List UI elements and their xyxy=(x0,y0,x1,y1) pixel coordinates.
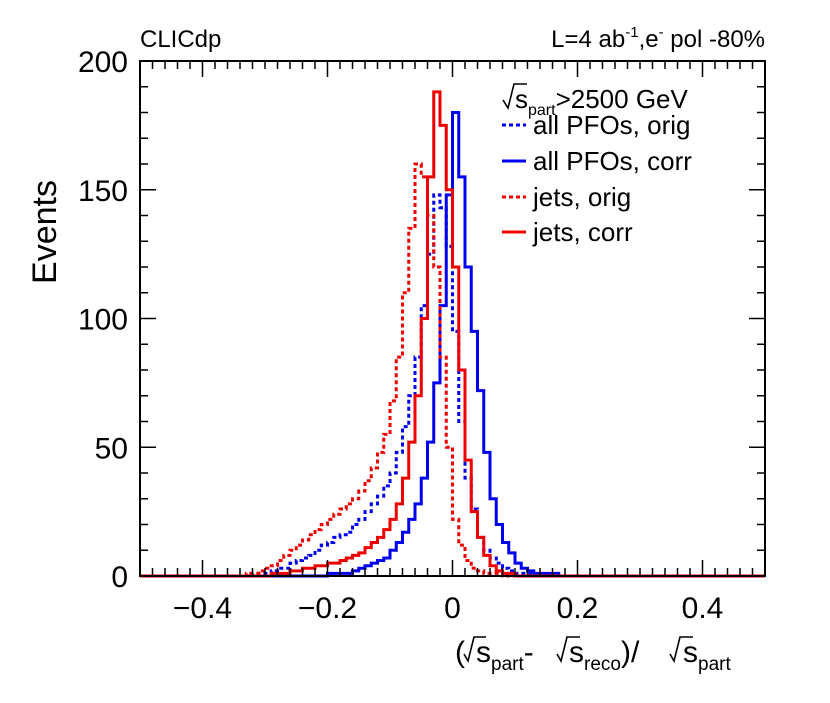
legend-label: jets, orig xyxy=(532,182,631,212)
legend-entry: jets, corr xyxy=(502,217,633,247)
tick-layer xyxy=(139,60,766,577)
legend-title: spart>2500 GeV xyxy=(502,83,689,119)
y-tick-label: 200 xyxy=(78,46,128,79)
x-title-sqrt-sign-1 xyxy=(463,636,486,664)
legend-label: all PFOs, orig xyxy=(533,110,691,140)
legend-label: all PFOs, corr xyxy=(533,146,692,176)
svg-text:spart>2500 GeV: spart>2500 GeV xyxy=(515,84,689,119)
legend-label: jets, corr xyxy=(532,217,633,247)
x-tick-label: −0.2 xyxy=(298,592,357,625)
y-tick-label: 150 xyxy=(78,175,128,208)
x-tick-label: 0.2 xyxy=(557,592,599,625)
legend-entry: jets, orig xyxy=(502,182,631,212)
legend: spart>2500 GeV all PFOs, orig all PFOs, c… xyxy=(502,83,692,247)
legend-entry: all PFOs, orig xyxy=(502,110,691,140)
legend-title-sqrt-sign xyxy=(502,83,527,111)
x-tick-label: 0 xyxy=(444,592,461,625)
y-tick-label: 50 xyxy=(95,432,128,465)
x-tick-label: 0.4 xyxy=(682,592,724,625)
experiment-label: CLICdp xyxy=(140,26,221,53)
luminosity-label: L=4 ab-1,e- pol -80% xyxy=(551,24,765,53)
x-tick-label: −0.4 xyxy=(173,592,232,625)
y-tick-label: 0 xyxy=(111,561,128,594)
plot-frame xyxy=(139,60,766,577)
tick-label-layer: −0.4 −0.2 0 0.2 0.4 0 50 100 150 200 xyxy=(78,46,723,625)
legend-entry: all PFOs, corr xyxy=(502,146,692,176)
x-title-sqrt-sign-2 xyxy=(556,636,580,664)
x-axis-title: (spart-sreco)/spart xyxy=(455,636,731,675)
x-title-sqrt-sign-3 xyxy=(669,636,693,664)
svg-text:(spart-sreco)/spart: (spart-sreco)/spart xyxy=(455,636,731,675)
y-tick-label: 100 xyxy=(78,304,128,337)
y-axis-title: Events xyxy=(26,180,64,284)
